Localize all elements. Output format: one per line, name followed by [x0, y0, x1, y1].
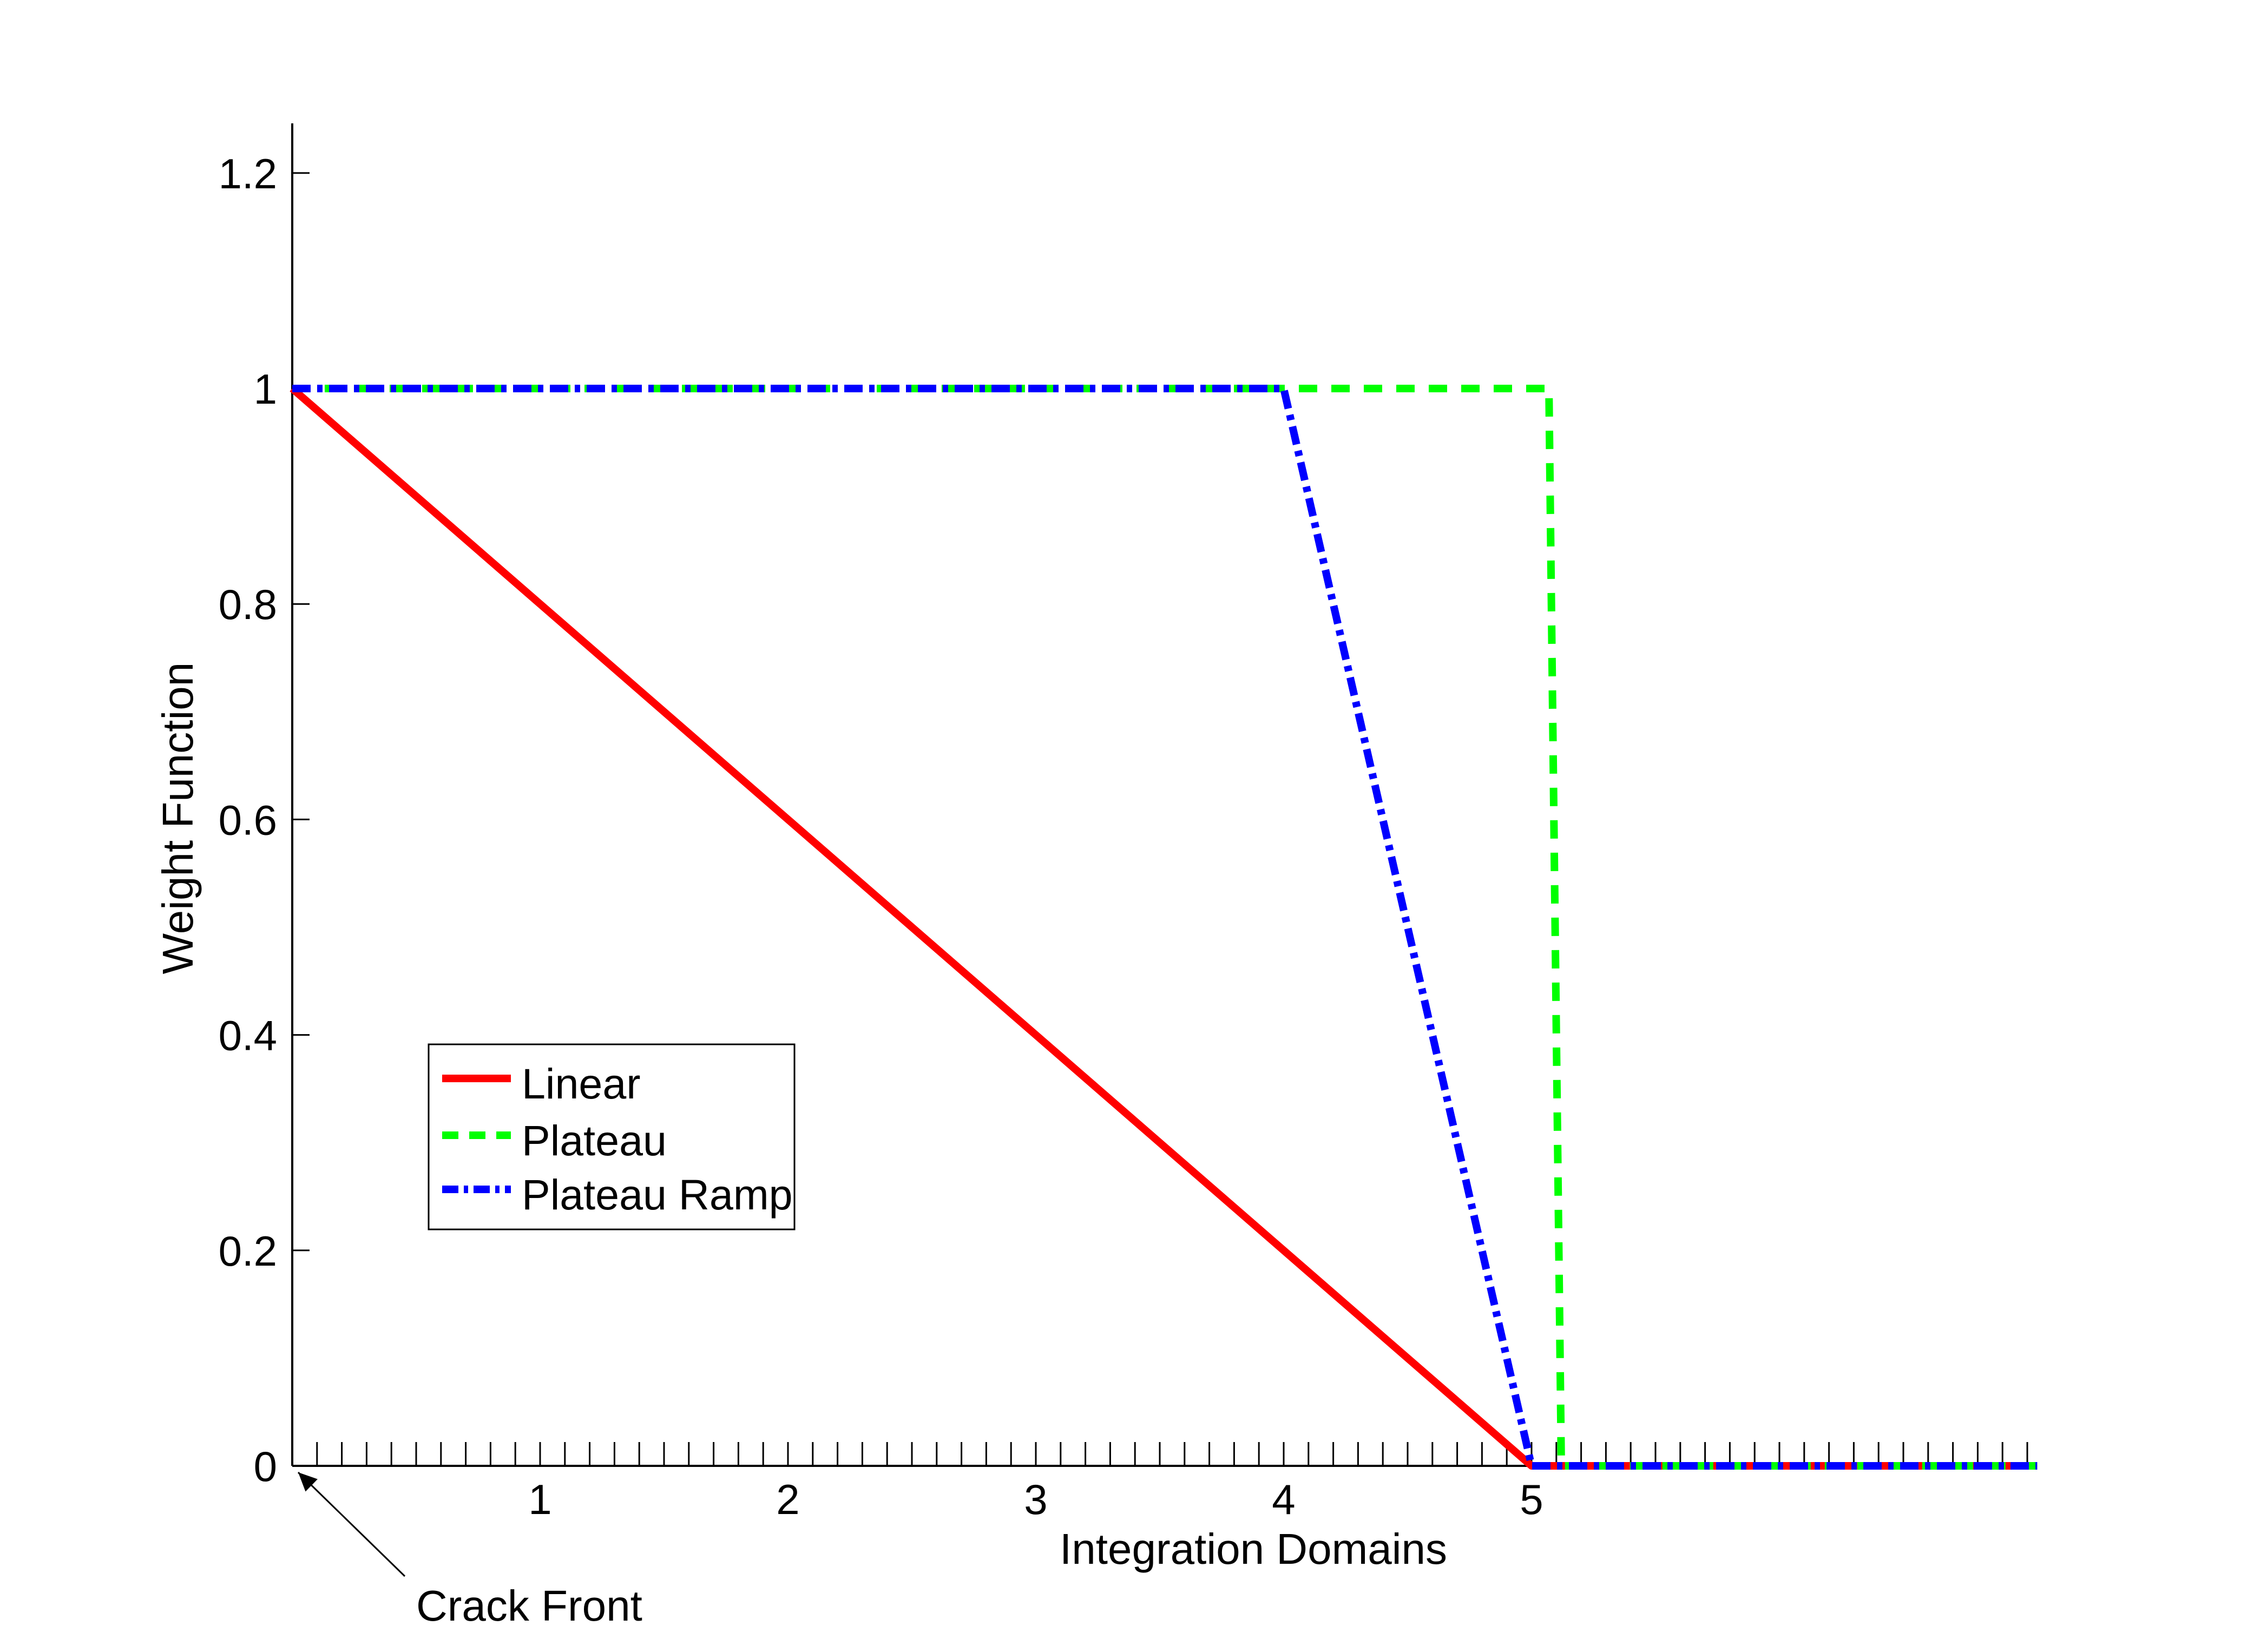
svg-text:Weight Function: Weight Function	[154, 662, 202, 975]
svg-text:Crack Front: Crack Front	[416, 1582, 642, 1630]
svg-text:3: 3	[1024, 1476, 1047, 1523]
svg-text:Linear: Linear	[522, 1059, 641, 1108]
svg-text:0: 0	[254, 1443, 277, 1490]
svg-text:1.2: 1.2	[219, 150, 277, 198]
svg-text:0.6: 0.6	[219, 796, 277, 844]
svg-text:1: 1	[254, 365, 277, 413]
svg-text:2: 2	[776, 1476, 799, 1523]
svg-text:0.2: 0.2	[219, 1227, 277, 1275]
svg-text:Plateau: Plateau	[522, 1116, 667, 1164]
svg-text:5: 5	[1520, 1476, 1543, 1523]
svg-text:0.4: 0.4	[219, 1012, 277, 1059]
svg-text:0.8: 0.8	[219, 581, 277, 628]
svg-text:1: 1	[528, 1476, 551, 1523]
svg-text:4: 4	[1272, 1476, 1295, 1523]
svg-text:Plateau Ramp: Plateau Ramp	[522, 1170, 793, 1219]
svg-text:Integration Domains: Integration Domains	[1060, 1525, 1447, 1573]
